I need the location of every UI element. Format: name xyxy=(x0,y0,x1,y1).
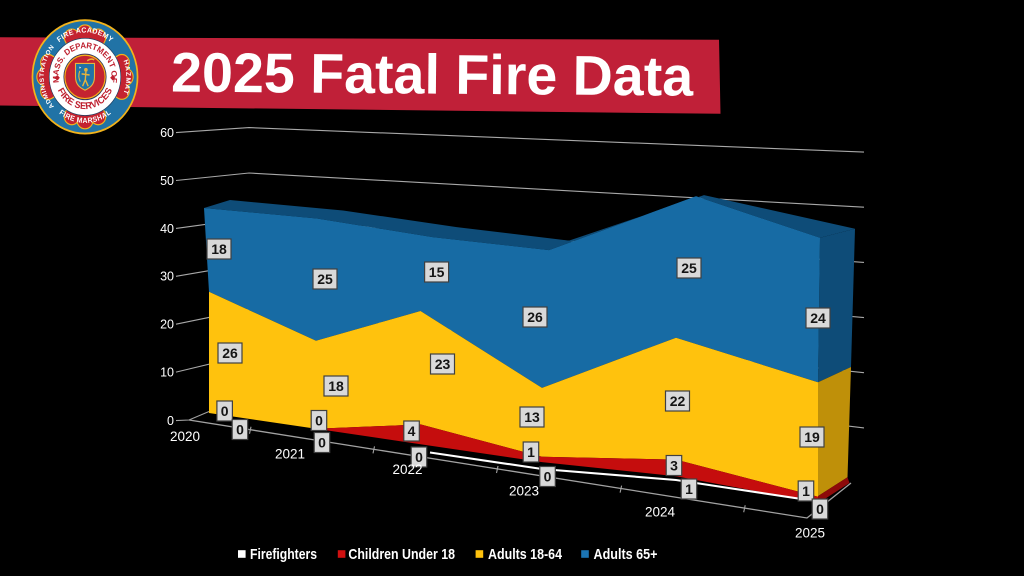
svg-text:4: 4 xyxy=(408,423,416,439)
svg-text:13: 13 xyxy=(524,409,540,425)
svg-text:0: 0 xyxy=(415,449,423,465)
svg-text:25: 25 xyxy=(317,271,333,287)
svg-text:10: 10 xyxy=(160,366,174,380)
svg-text:2020: 2020 xyxy=(170,429,200,444)
svg-text:HAZMAT: HAZMAT xyxy=(121,59,131,96)
svg-text:1: 1 xyxy=(685,481,693,497)
svg-text:50: 50 xyxy=(160,174,174,188)
svg-text:23: 23 xyxy=(435,356,451,372)
svg-text:19: 19 xyxy=(804,429,820,445)
svg-text:0: 0 xyxy=(221,403,229,419)
svg-text:2022: 2022 xyxy=(392,462,422,477)
svg-text:60: 60 xyxy=(160,126,174,140)
svg-text:0: 0 xyxy=(544,468,552,484)
svg-text:24: 24 xyxy=(810,310,826,326)
svg-text:Adults 65+: Adults 65+ xyxy=(594,547,658,563)
svg-text:0: 0 xyxy=(167,414,174,428)
svg-text:2024: 2024 xyxy=(645,504,676,519)
svg-text:15: 15 xyxy=(429,264,445,280)
svg-text:0: 0 xyxy=(318,434,326,450)
svg-text:0: 0 xyxy=(816,501,824,517)
svg-text:18: 18 xyxy=(211,241,227,257)
svg-text:Firefighters: Firefighters xyxy=(250,547,317,563)
svg-text:22: 22 xyxy=(670,393,686,409)
svg-text:1: 1 xyxy=(527,444,535,460)
svg-text:Adults 18-64: Adults 18-64 xyxy=(488,547,563,563)
svg-text:0: 0 xyxy=(315,412,323,428)
svg-text:18: 18 xyxy=(328,378,344,394)
svg-text:2025: 2025 xyxy=(795,526,825,541)
svg-text:25: 25 xyxy=(681,260,697,276)
svg-text:26: 26 xyxy=(527,309,543,325)
svg-text:3: 3 xyxy=(670,457,678,473)
svg-text:2025 Fatal Fire Data: 2025 Fatal Fire Data xyxy=(171,40,694,107)
svg-text:2021: 2021 xyxy=(275,447,305,462)
svg-text:1: 1 xyxy=(802,483,810,499)
svg-text:40: 40 xyxy=(160,222,174,236)
svg-text:Children Under 18: Children Under 18 xyxy=(348,547,455,563)
svg-text:30: 30 xyxy=(160,270,174,284)
svg-text:26: 26 xyxy=(222,345,238,361)
svg-text:2023: 2023 xyxy=(509,484,539,499)
svg-text:20: 20 xyxy=(160,318,174,332)
svg-text:0: 0 xyxy=(236,421,244,437)
